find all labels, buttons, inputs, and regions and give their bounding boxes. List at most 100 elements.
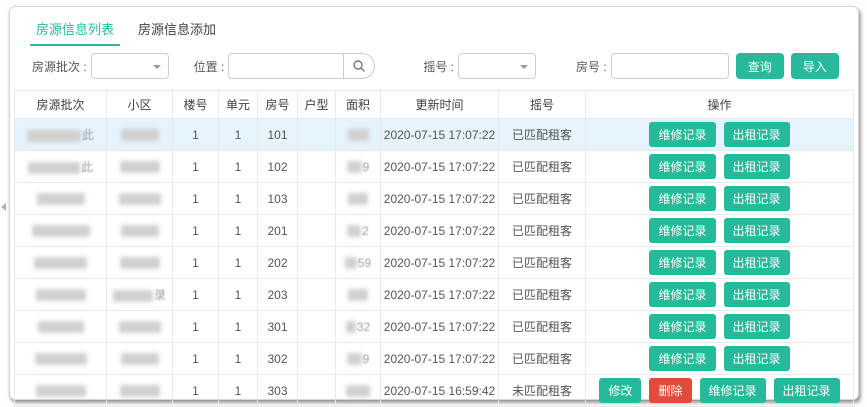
cell-room: 102 (257, 150, 298, 183)
lottery-filter-select[interactable] (458, 53, 537, 79)
redacted-text (34, 257, 87, 270)
location-search-button[interactable] (343, 53, 376, 79)
cell-unit: 1 (218, 246, 258, 279)
cell-type (297, 182, 336, 215)
redacted-text (120, 225, 159, 238)
redacted-text (347, 225, 362, 238)
rent-button[interactable]: 出租记录 (773, 378, 840, 403)
cell-batch (14, 246, 107, 279)
repair-button[interactable]: 维修记录 (649, 250, 716, 275)
cell-actions: 维修记录 出租记录 (585, 246, 854, 279)
cell-batch (14, 182, 107, 215)
table-row: 此 1 1 101 2020-07-15 17:07:22 已匹配租客 维修记录 出租记录 (14, 118, 854, 151)
query-button[interactable]: 查询 (735, 53, 784, 79)
redacted-text (119, 161, 160, 174)
redacted-text (37, 321, 84, 334)
tab-housing-list[interactable]: 房源信息列表 (30, 17, 121, 46)
cell-updated: 2020-07-15 17:07:22 (380, 278, 499, 311)
rent-button[interactable]: 出租记录 (723, 314, 790, 339)
cell-community: 录 (106, 278, 173, 311)
cell-lottery-status: 已匹配租客 (498, 310, 586, 343)
redacted-text (346, 385, 370, 398)
batch-filter-select[interactable] (90, 53, 169, 79)
cell-floor: 1 (172, 374, 219, 407)
repair-button[interactable]: 维修记录 (699, 378, 766, 403)
cell-area: 9 (335, 150, 381, 183)
cell-floor: 1 (172, 310, 219, 343)
redacted-text (26, 129, 81, 142)
cell-type (297, 246, 336, 279)
table-row: 此 1 1 102 9 2020-07-15 17:07:22 已匹配租客 维修记录 出租记录 (14, 150, 854, 183)
cell-unit: 1 (218, 214, 258, 247)
rent-button[interactable]: 出租记录 (723, 154, 790, 179)
redacted-text (36, 193, 85, 206)
rent-button[interactable]: 出租记录 (723, 122, 790, 147)
tab-housing-add[interactable]: 房源信息添加 (138, 22, 217, 37)
redacted-text (344, 257, 357, 270)
housing-info-panel: 房源信息列表 房源信息添加 房源批次 : 位置 : 摇号 : 房号 : 查询 (9, 6, 859, 407)
cell-floor: 1 (172, 118, 219, 151)
cell-batch (14, 374, 107, 407)
location-input[interactable] (228, 53, 344, 79)
cell-batch (14, 310, 107, 343)
cell-type (297, 374, 336, 407)
cell-actions: 维修记录 出租记录 (585, 342, 854, 375)
cell-actions: 维修记录 出租记录 (585, 278, 854, 311)
panel-collapse-arrow[interactable] (1, 203, 6, 211)
cell-batch (14, 214, 107, 247)
chevron-down-icon (520, 65, 529, 69)
repair-button[interactable]: 维修记录 (649, 122, 716, 147)
cell-room: 101 (257, 118, 298, 151)
cell-floor: 1 (172, 214, 219, 247)
cell-room: 203 (257, 278, 298, 311)
cell-updated: 2020-07-15 17:07:22 (380, 342, 499, 375)
redacted-text (118, 321, 161, 334)
cell-type (297, 118, 336, 151)
cell-unit: 1 (218, 342, 258, 375)
cell-actions: 修改 删除 维修记录 出租记录 (585, 374, 854, 407)
redacted-text (346, 353, 362, 366)
cell-lottery-status: 已匹配租客 (498, 182, 586, 215)
chevron-down-icon (152, 65, 161, 69)
rent-button[interactable]: 出租记录 (723, 346, 790, 371)
cell-updated: 2020-07-15 17:07:22 (380, 310, 499, 343)
rent-button[interactable]: 出租记录 (723, 282, 790, 307)
edit-button[interactable]: 修改 (599, 378, 642, 403)
cell-room: 302 (257, 342, 298, 375)
location-filter-label: 位置 : (193, 59, 225, 74)
repair-button[interactable]: 维修记录 (649, 186, 716, 211)
redacted-text-fragment: 9 (362, 159, 370, 174)
column-header: 操作 (585, 90, 854, 119)
rent-button[interactable]: 出租记录 (723, 186, 790, 211)
filter-bar: 房源批次 : 位置 : 摇号 : 房号 : 查询 导入 (10, 52, 858, 80)
table-row: 1 1 303 2020-07-15 16:59:42 未匹配租客 修改 删除 维修记录 出租记… (14, 374, 854, 407)
cell-updated: 2020-07-15 17:07:22 (380, 182, 499, 215)
cell-unit: 1 (218, 310, 258, 343)
redacted-text (34, 353, 87, 366)
repair-button[interactable]: 维修记录 (649, 346, 716, 371)
table-header-row: 房源批次 小区 楼号 单元 房号 户型 面积 更新时间 摇号 操作 (14, 90, 854, 119)
cell-unit: 1 (218, 278, 258, 311)
cell-actions: 维修记录 出租记录 (585, 118, 854, 151)
room-filter-label: 房号 : (576, 59, 607, 74)
rent-button[interactable]: 出租记录 (723, 250, 790, 275)
cell-type (297, 278, 336, 311)
room-number-input[interactable] (610, 53, 729, 79)
cell-lottery-status: 未匹配租客 (498, 374, 586, 407)
repair-button[interactable]: 维修记录 (649, 314, 716, 339)
cell-actions: 维修记录 出租记录 (585, 182, 854, 215)
cell-batch: 此 (14, 150, 107, 183)
repair-button[interactable]: 维修记录 (649, 154, 716, 179)
cell-room: 303 (257, 374, 298, 407)
redacted-text (348, 289, 368, 302)
column-header: 户型 (297, 90, 336, 119)
delete-button[interactable]: 删除 (649, 378, 692, 403)
import-button[interactable]: 导入 (790, 53, 839, 79)
table-row: 1 1 103 2020-07-15 17:07:22 已匹配租客 维修记录 出租记录 (14, 182, 854, 215)
cell-community (106, 214, 173, 247)
repair-button[interactable]: 维修记录 (649, 282, 716, 307)
cell-unit: 1 (218, 118, 258, 151)
cell-floor: 1 (172, 182, 219, 215)
repair-button[interactable]: 维修记录 (649, 218, 716, 243)
rent-button[interactable]: 出租记录 (723, 218, 790, 243)
